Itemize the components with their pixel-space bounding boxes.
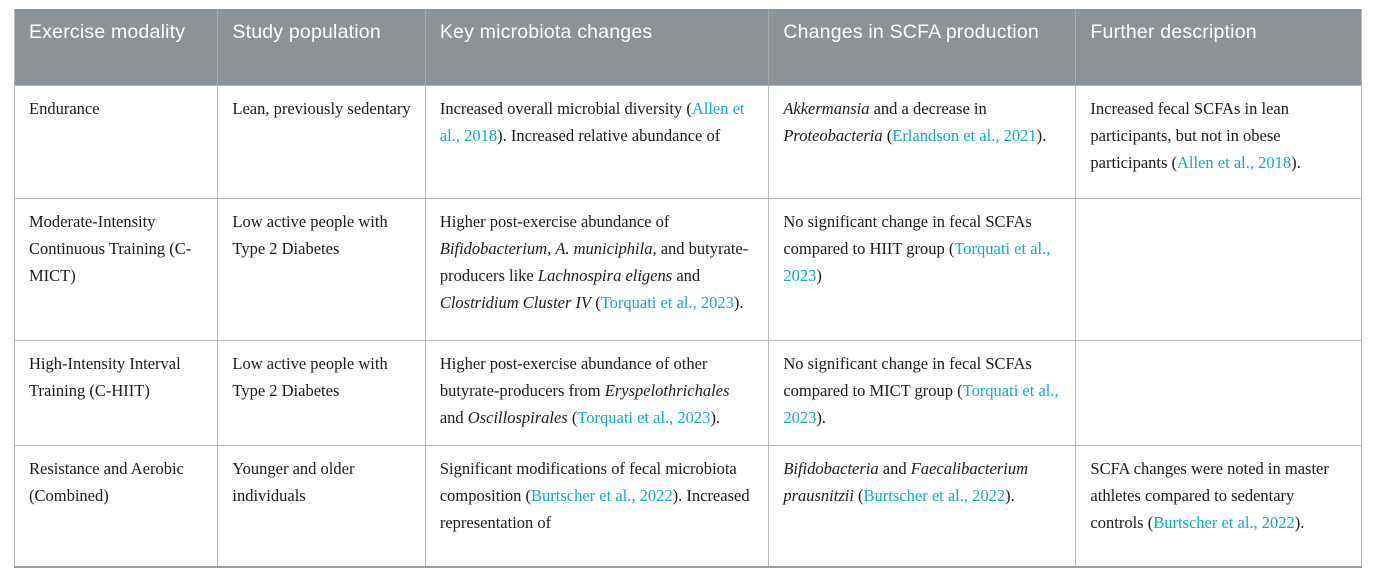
cell-study-population: Low active people with Type 2 Diabetes: [217, 339, 426, 446]
cell-text: Younger and older individuals: [232, 458, 355, 505]
cell-text: High-Intensity Interval Training (C-HIIT…: [29, 353, 181, 400]
taxon-name: Eryspelothrichales: [604, 380, 730, 400]
cell-further-description: SCFA changes were noted in master athlet…: [1075, 444, 1362, 568]
cell-text: ).: [1036, 125, 1047, 145]
cell-exercise-modality: High-Intensity Interval Training (C-HIIT…: [13, 339, 219, 446]
cell-microbiota-changes: Higher post-exercise abundance of other …: [424, 339, 770, 446]
cell-scfa-production: No significant change in fecal SCFAs com…: [768, 197, 1077, 341]
col-header-study-population: Study population: [217, 9, 426, 85]
citation-link[interactable]: Torquati et al., 2023: [783, 380, 1059, 427]
cell-text: and a decrease in: [869, 98, 987, 118]
cell-text: Low active people with Type 2 Diabetes: [232, 353, 388, 400]
col-header-further-description: Further description: [1075, 9, 1362, 85]
cell-text: ): [816, 265, 822, 285]
cell-text: , and butyrate-producers like: [439, 238, 749, 285]
citation-link[interactable]: Erlandson et al., 2021: [892, 125, 1037, 145]
cell-microbiota-changes: Significant modifications of fecal micro…: [424, 444, 770, 568]
col-header-key-microbiota-changes: Key microbiota changes: [424, 9, 769, 85]
citation-link[interactable]: Allen et al., 2018: [1177, 152, 1292, 172]
cell-text: (: [567, 407, 578, 427]
cell-text: SCFA changes were noted in master athlet…: [1090, 458, 1329, 532]
taxon-name: Clostridium Cluster IV: [439, 292, 592, 312]
taxon-name: Lachnospira eligens: [537, 265, 673, 285]
header-row: Exercise modality Study population Key m…: [14, 9, 1362, 85]
cell-text: Moderate-Intensity Continuous Training (…: [29, 211, 192, 285]
cell-text: No significant change in fecal SCFAs com…: [783, 211, 1032, 258]
citation-link[interactable]: Torquati et al., 2023: [783, 238, 1051, 285]
cell-microbiota-changes: Higher post-exercise abundance of Bifido…: [424, 197, 770, 341]
cell-exercise-modality: Endurance: [13, 84, 219, 199]
cell-text: Higher post-exercise abundance of: [439, 211, 670, 231]
cell-scfa-production: Bifidobacteria and Faecalibacterium prau…: [768, 444, 1077, 568]
table-row-combined: Resistance and Aerobic (Combined) Younge…: [13, 444, 1362, 568]
cell-text: and: [672, 265, 701, 285]
cell-exercise-modality: Moderate-Intensity Continuous Training (…: [13, 197, 219, 341]
cell-exercise-modality: Resistance and Aerobic (Combined): [13, 444, 219, 568]
cell-further-description: [1075, 339, 1362, 446]
cell-text: and: [439, 407, 468, 427]
taxon-name: Proteobacteria: [783, 125, 883, 145]
table-row-chiit: High-Intensity Interval Training (C-HIIT…: [13, 339, 1362, 446]
cell-microbiota-changes: Increased overall microbial diversity (A…: [424, 84, 770, 199]
cell-text: Increased fecal SCFAs in lean participan…: [1090, 98, 1289, 172]
exercise-microbiota-table: Exercise modality Study population Key m…: [13, 9, 1362, 568]
cell-text: (: [853, 485, 864, 505]
cell-scfa-production: No significant change in fecal SCFAs com…: [768, 339, 1077, 446]
cell-text: ).: [1291, 152, 1301, 172]
taxon-name: Bifidobacteria: [783, 458, 879, 478]
citation-link[interactable]: Burtscher et al., 2022: [863, 485, 1006, 505]
cell-text: Endurance: [29, 98, 100, 118]
cell-text: ).: [710, 407, 721, 427]
cell-text: ).: [1294, 512, 1305, 532]
cell-text: Significant modifications of fecal micro…: [439, 458, 737, 505]
cell-further-description: [1075, 197, 1362, 341]
col-header-exercise-modality: Exercise modality: [14, 9, 218, 85]
table-row-endurance: Endurance Lean, previously sedentary Inc…: [13, 84, 1362, 199]
cell-text: Higher post-exercise abundance of other …: [439, 353, 708, 400]
cell-text: ). Increased relative abundance of: [497, 125, 721, 145]
taxon-name: Bifidobacterium: [439, 238, 548, 258]
citation-link[interactable]: Allen et al., 2018: [439, 98, 745, 145]
cell-scfa-production: Akkermansia and a decrease in Proteobact…: [768, 84, 1077, 199]
cell-text: ).: [1005, 485, 1015, 505]
cell-study-population: Lean, previously sedentary: [217, 84, 426, 199]
cell-text: Lean, previously sedentary: [232, 98, 411, 118]
table-header: Exercise modality Study population Key m…: [14, 9, 1362, 85]
citation-link[interactable]: Burtscher et al., 2022: [1153, 512, 1295, 532]
cell-text: Increased overall microbial diversity (: [439, 98, 692, 118]
table-body: Endurance Lean, previously sedentary Inc…: [13, 84, 1362, 568]
cell-text: Low active people with Type 2 Diabetes: [232, 211, 388, 258]
col-header-scfa-production: Changes in SCFA production: [768, 9, 1076, 85]
cell-study-population: Younger and older individuals: [217, 444, 426, 568]
cell-study-population: Low active people with Type 2 Diabetes: [217, 197, 426, 341]
table-row-cmict: Moderate-Intensity Continuous Training (…: [13, 197, 1362, 341]
cell-text: Resistance and Aerobic (Combined): [29, 458, 184, 505]
cell-text: (: [882, 125, 893, 145]
taxon-name: Faecalibacterium prausnitzii: [783, 458, 1029, 505]
cell-further-description: Increased fecal SCFAs in lean participan…: [1075, 84, 1362, 199]
cell-text: ,: [547, 238, 556, 258]
citation-link[interactable]: Burtscher et al., 2022: [531, 485, 673, 505]
cell-text: and: [878, 458, 911, 478]
cell-text: ). Increased representation of: [439, 485, 750, 532]
cell-text: (: [591, 292, 601, 312]
taxon-name: A. municiphila: [555, 238, 653, 258]
citation-link[interactable]: Torquati et al., 2023: [577, 407, 711, 427]
citation-link[interactable]: Torquati et al., 2023: [600, 292, 734, 312]
cell-text: ).: [816, 407, 826, 427]
taxon-name: Akkermansia: [783, 98, 870, 118]
taxon-name: Oscillospirales: [467, 407, 568, 427]
cell-text: ).: [733, 292, 744, 312]
cell-text: No significant change in fecal SCFAs com…: [783, 353, 1032, 400]
